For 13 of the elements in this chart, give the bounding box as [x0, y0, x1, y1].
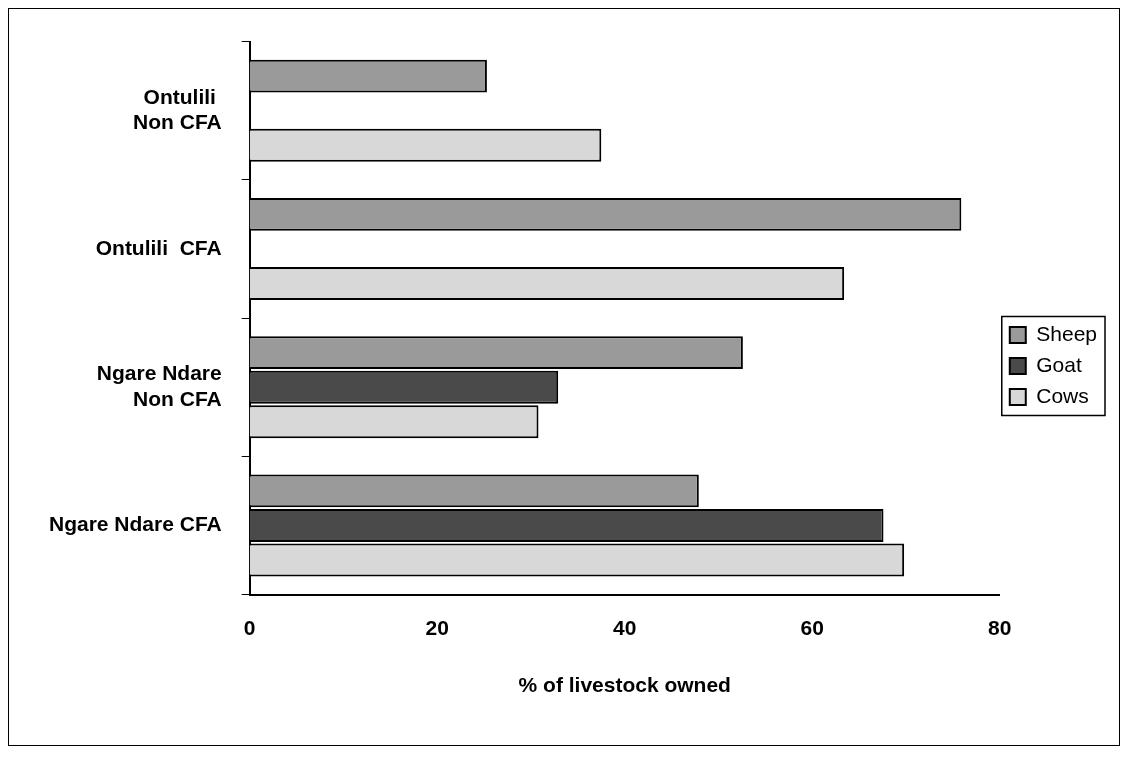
y-tick-label: Ngare Ndare CFA [49, 512, 222, 536]
y-tick-label: Ontulili CFA [95, 235, 222, 259]
y-tick-label: Ngare Ndare Non CFA [96, 361, 222, 410]
legend-label: Goat [1036, 352, 1082, 376]
x-tick-label: 0 [243, 616, 256, 639]
y-tick-label: Ontulili Non CFA [133, 84, 222, 134]
legend-label: Cows [1036, 383, 1089, 407]
x-tick-label: 60 [800, 616, 824, 639]
x-tick-label: 20 [425, 616, 449, 639]
x-axis-title: % of livestock owned [518, 673, 731, 697]
x-tick-label: 40 [613, 616, 637, 639]
x-tick-label: 80 [988, 616, 1012, 639]
legend-label: Sheep [1036, 321, 1098, 345]
